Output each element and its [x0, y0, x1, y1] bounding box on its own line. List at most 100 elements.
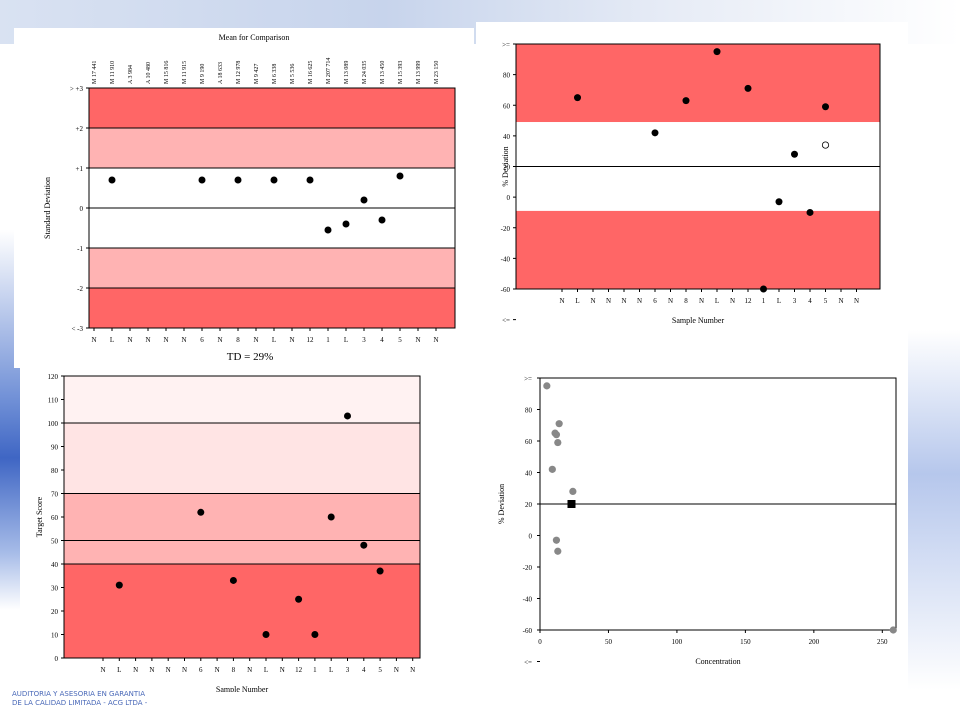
- x-tick-label: L: [264, 666, 268, 674]
- data-point: [574, 94, 581, 102]
- data-point: [229, 576, 237, 584]
- comparison-label: M 11 915: [182, 61, 188, 84]
- x-tick-label: N: [149, 666, 154, 674]
- x-tick-label: 100: [672, 638, 683, 646]
- data-point: [344, 412, 351, 420]
- data-point: [543, 382, 551, 390]
- x-tick-label: N: [838, 297, 843, 305]
- x-tick-label: 5: [824, 297, 828, 305]
- y-tick-label: 120: [48, 373, 59, 381]
- target-score-chart: 0 10 20 30 40 50 60 70 80 90 100 110 120 N L N N N N 6 N 8 N L N…: [35, 373, 421, 694]
- x-tick-label: L: [329, 666, 333, 674]
- data-point: [324, 226, 332, 234]
- x-tick-label: N: [668, 297, 673, 305]
- data-point: [744, 84, 752, 92]
- x-tick-label: N: [606, 297, 611, 305]
- comparison-label: M 207 714: [326, 58, 332, 84]
- y-tick-label: -20: [523, 564, 533, 572]
- data-point: [360, 541, 368, 549]
- data-point: [378, 216, 386, 224]
- y-tick-label: -20: [501, 225, 511, 233]
- y-tick-label: -60: [523, 627, 533, 635]
- data-point: [760, 285, 767, 293]
- data-point: [554, 438, 562, 447]
- y-tick-label: 40: [503, 133, 511, 141]
- comparison-label: M 6 338: [272, 64, 278, 84]
- band-mid: [89, 248, 455, 288]
- panel-deviation-chart: >= 80 60 40 20 0 -20 -40 -60 <= N L N N N N 6 N 8 N L N 12 1 L 3 4…: [476, 22, 908, 330]
- x-tick-label: N: [699, 297, 704, 305]
- comparison-label: M 9 427: [254, 64, 260, 84]
- y-tick-label: >=: [502, 41, 510, 49]
- x-tick-label: 6: [200, 336, 204, 344]
- data-point: [306, 176, 314, 184]
- y-tick-label: 0: [507, 194, 511, 202]
- comparison-label: M 17 441: [92, 61, 98, 84]
- x-tick-label: 4: [362, 666, 366, 674]
- y-tick-label: 0: [55, 655, 59, 663]
- x-tick-label: N: [145, 336, 150, 344]
- y-tick-label: 30: [51, 585, 59, 593]
- comparison-label: M 15 816: [164, 61, 170, 84]
- x-tick-label: N: [182, 666, 187, 674]
- band-mid: [89, 128, 455, 168]
- data-point: [198, 176, 206, 184]
- data-point: [376, 567, 384, 575]
- x-tick-label: L: [117, 666, 121, 674]
- footer-text: AUDITORIA Y ASESORIA EN GARANTIA DE LA C…: [12, 690, 147, 708]
- y-tick-label: 90: [51, 444, 59, 452]
- comparison-label: M 9 190: [200, 64, 206, 84]
- data-point: [396, 172, 404, 180]
- data-point: [775, 198, 783, 206]
- x-tick-label: 6: [653, 297, 657, 305]
- x-tick-label: N: [217, 336, 222, 344]
- y-tick-label: -40: [501, 255, 511, 263]
- x-tick-label: N: [133, 666, 138, 674]
- y-axis-label: % Deviation: [501, 146, 510, 186]
- y-tick-label: 60: [503, 102, 511, 110]
- x-tick-label: L: [344, 336, 348, 344]
- comparison-label: M 15 393: [398, 61, 404, 84]
- comparison-label: M 5 536: [290, 64, 296, 84]
- data-point: [342, 220, 350, 228]
- y-tick-label: <=: [502, 317, 510, 325]
- x-tick-label: N: [415, 336, 420, 344]
- x-tick-label: 5: [398, 336, 402, 344]
- band-dark: [64, 564, 420, 658]
- x-tick-label: 3: [362, 336, 366, 344]
- y-tick-label: 60: [525, 438, 533, 446]
- data-point: [889, 626, 897, 634]
- x-tick-label: L: [777, 297, 781, 305]
- comparison-label: M 16 625: [308, 61, 314, 84]
- x-tick-label: N: [280, 666, 285, 674]
- data-point: [115, 581, 123, 589]
- data-point: [791, 150, 798, 158]
- x-tick-label: N: [163, 336, 168, 344]
- x-tick-label: N: [91, 336, 96, 344]
- y-tick-label: 80: [503, 72, 511, 80]
- y-axis-label: Standard Deviation: [43, 177, 52, 239]
- right-decoration: [908, 330, 960, 690]
- panel-concentration-chart: >= 80 60 40 20 0 -20 -40 -60 <= 0 50 100 150 200 250% D…: [476, 366, 908, 676]
- x-tick-label: N: [621, 297, 626, 305]
- y-tick-label: 60: [51, 514, 59, 522]
- y-tick-label: >=: [524, 375, 532, 383]
- y-tick-label: 20: [503, 164, 511, 172]
- y-tick-label: -2: [77, 285, 83, 293]
- x-tick-label: N: [410, 666, 415, 674]
- x-tick-label: 12: [745, 297, 753, 305]
- x-axis-label: Sample Number: [216, 685, 269, 692]
- data-point: [569, 487, 577, 495]
- x-tick-label: N: [247, 666, 252, 674]
- y-tick-label: 100: [48, 420, 59, 428]
- footer-line2: DE LA CALIDAD LIMITADA - ACG LTDA -: [12, 699, 148, 707]
- data-point: [651, 129, 659, 137]
- data-point-open: [821, 141, 830, 149]
- y-tick-label: 20: [51, 608, 59, 616]
- x-tick-label: 1: [762, 297, 766, 305]
- x-tick-label: 12: [307, 336, 315, 344]
- y-tick-label: 40: [525, 470, 533, 478]
- y-tick-label: <=: [524, 659, 532, 667]
- data-point: [713, 48, 721, 56]
- comparison-label: M 23 150: [434, 61, 440, 84]
